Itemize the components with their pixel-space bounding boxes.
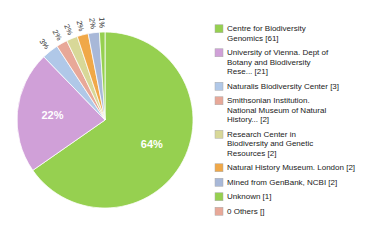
legend-swatch [215, 25, 223, 33]
legend-item: Mined from GenBank, NCBI [2] [215, 178, 337, 187]
legend-swatch [215, 130, 223, 138]
legend-item: Unknown [1] [215, 192, 271, 201]
data-label: 1% [97, 17, 106, 28]
legend-swatch [215, 193, 223, 201]
pie-slice [88, 32, 105, 120]
data-label: 2% [51, 28, 64, 42]
legend-label: 0 Others [] [227, 207, 264, 216]
data-label: 2% [87, 17, 97, 29]
data-labels: 64%22%3%2%2%2%2%1% [37, 17, 163, 150]
legend-label: Smithsonian Institution.National Museum … [227, 96, 326, 124]
legend-swatch [215, 97, 223, 105]
legend-item: Natural History Museum. London [2] [215, 163, 355, 172]
legend-label: Mined from GenBank, NCBI [2] [227, 178, 337, 187]
legend-item: University of Vienna. Dept ofBotany and … [215, 48, 329, 76]
legend-item: Centre for BiodiversityGenomics [61] [215, 24, 306, 43]
pie-slice [99, 32, 105, 120]
legend-label: Centre for BiodiversityGenomics [61] [227, 24, 306, 43]
data-label: 2% [75, 19, 87, 32]
legend-label: Natural History Museum. London [2] [227, 163, 355, 172]
legend-item: 0 Others [] [215, 207, 264, 216]
data-label: 2% [62, 23, 75, 37]
pie-slice [33, 32, 193, 208]
legend: Centre for BiodiversityGenomics [61] Univ… [215, 24, 355, 216]
legend-label: Research Center inBiodiversity and Genet… [227, 130, 313, 158]
legend-label: Unknown [1] [227, 192, 271, 201]
legend-item: Naturalis Biodiversity Center [3] [215, 82, 339, 91]
legend-swatch [215, 49, 223, 57]
legend-item: Smithsonian Institution.National Museum … [215, 96, 326, 124]
pie-slice [105, 32, 106, 120]
legend-swatch [215, 82, 223, 90]
data-label: 64% [141, 138, 163, 150]
legend-swatch [215, 207, 223, 215]
legend-swatch [215, 164, 223, 172]
legend-swatch [215, 178, 223, 186]
chart: 64%22%3%2%2%2%2%1%Centre for Biodiversit… [0, 0, 380, 240]
legend-label: Naturalis Biodiversity Center [3] [227, 82, 339, 91]
pie [17, 32, 193, 208]
legend-label: University of Vienna. Dept ofBotany and … [227, 48, 329, 76]
legend-item: Research Center inBiodiversity and Genet… [215, 130, 313, 158]
data-label: 3% [37, 37, 51, 51]
data-label: 22% [41, 109, 63, 121]
